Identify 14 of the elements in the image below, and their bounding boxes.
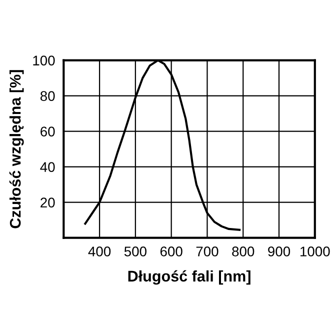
y-tick-label: 100	[33, 56, 55, 66]
x-tick-label: 1000	[300, 246, 330, 256]
x-tick-label: 700	[196, 246, 218, 256]
x-tick-label: 900	[268, 246, 290, 256]
x-axis-title: Długość fali [nm]	[128, 270, 250, 285]
y-tick-label: 80	[40, 91, 55, 101]
y-tick-label: 20	[40, 198, 55, 208]
x-tick-label: 500	[124, 246, 146, 256]
x-tick-label: 800	[232, 246, 254, 256]
y-tick-label: 40	[40, 162, 55, 172]
y-tick-label: 60	[40, 126, 55, 136]
x-tick-label: 400	[88, 246, 111, 256]
x-tick-label: 600	[160, 246, 182, 256]
y-axis-title: Czułość względna [%]	[9, 70, 24, 228]
